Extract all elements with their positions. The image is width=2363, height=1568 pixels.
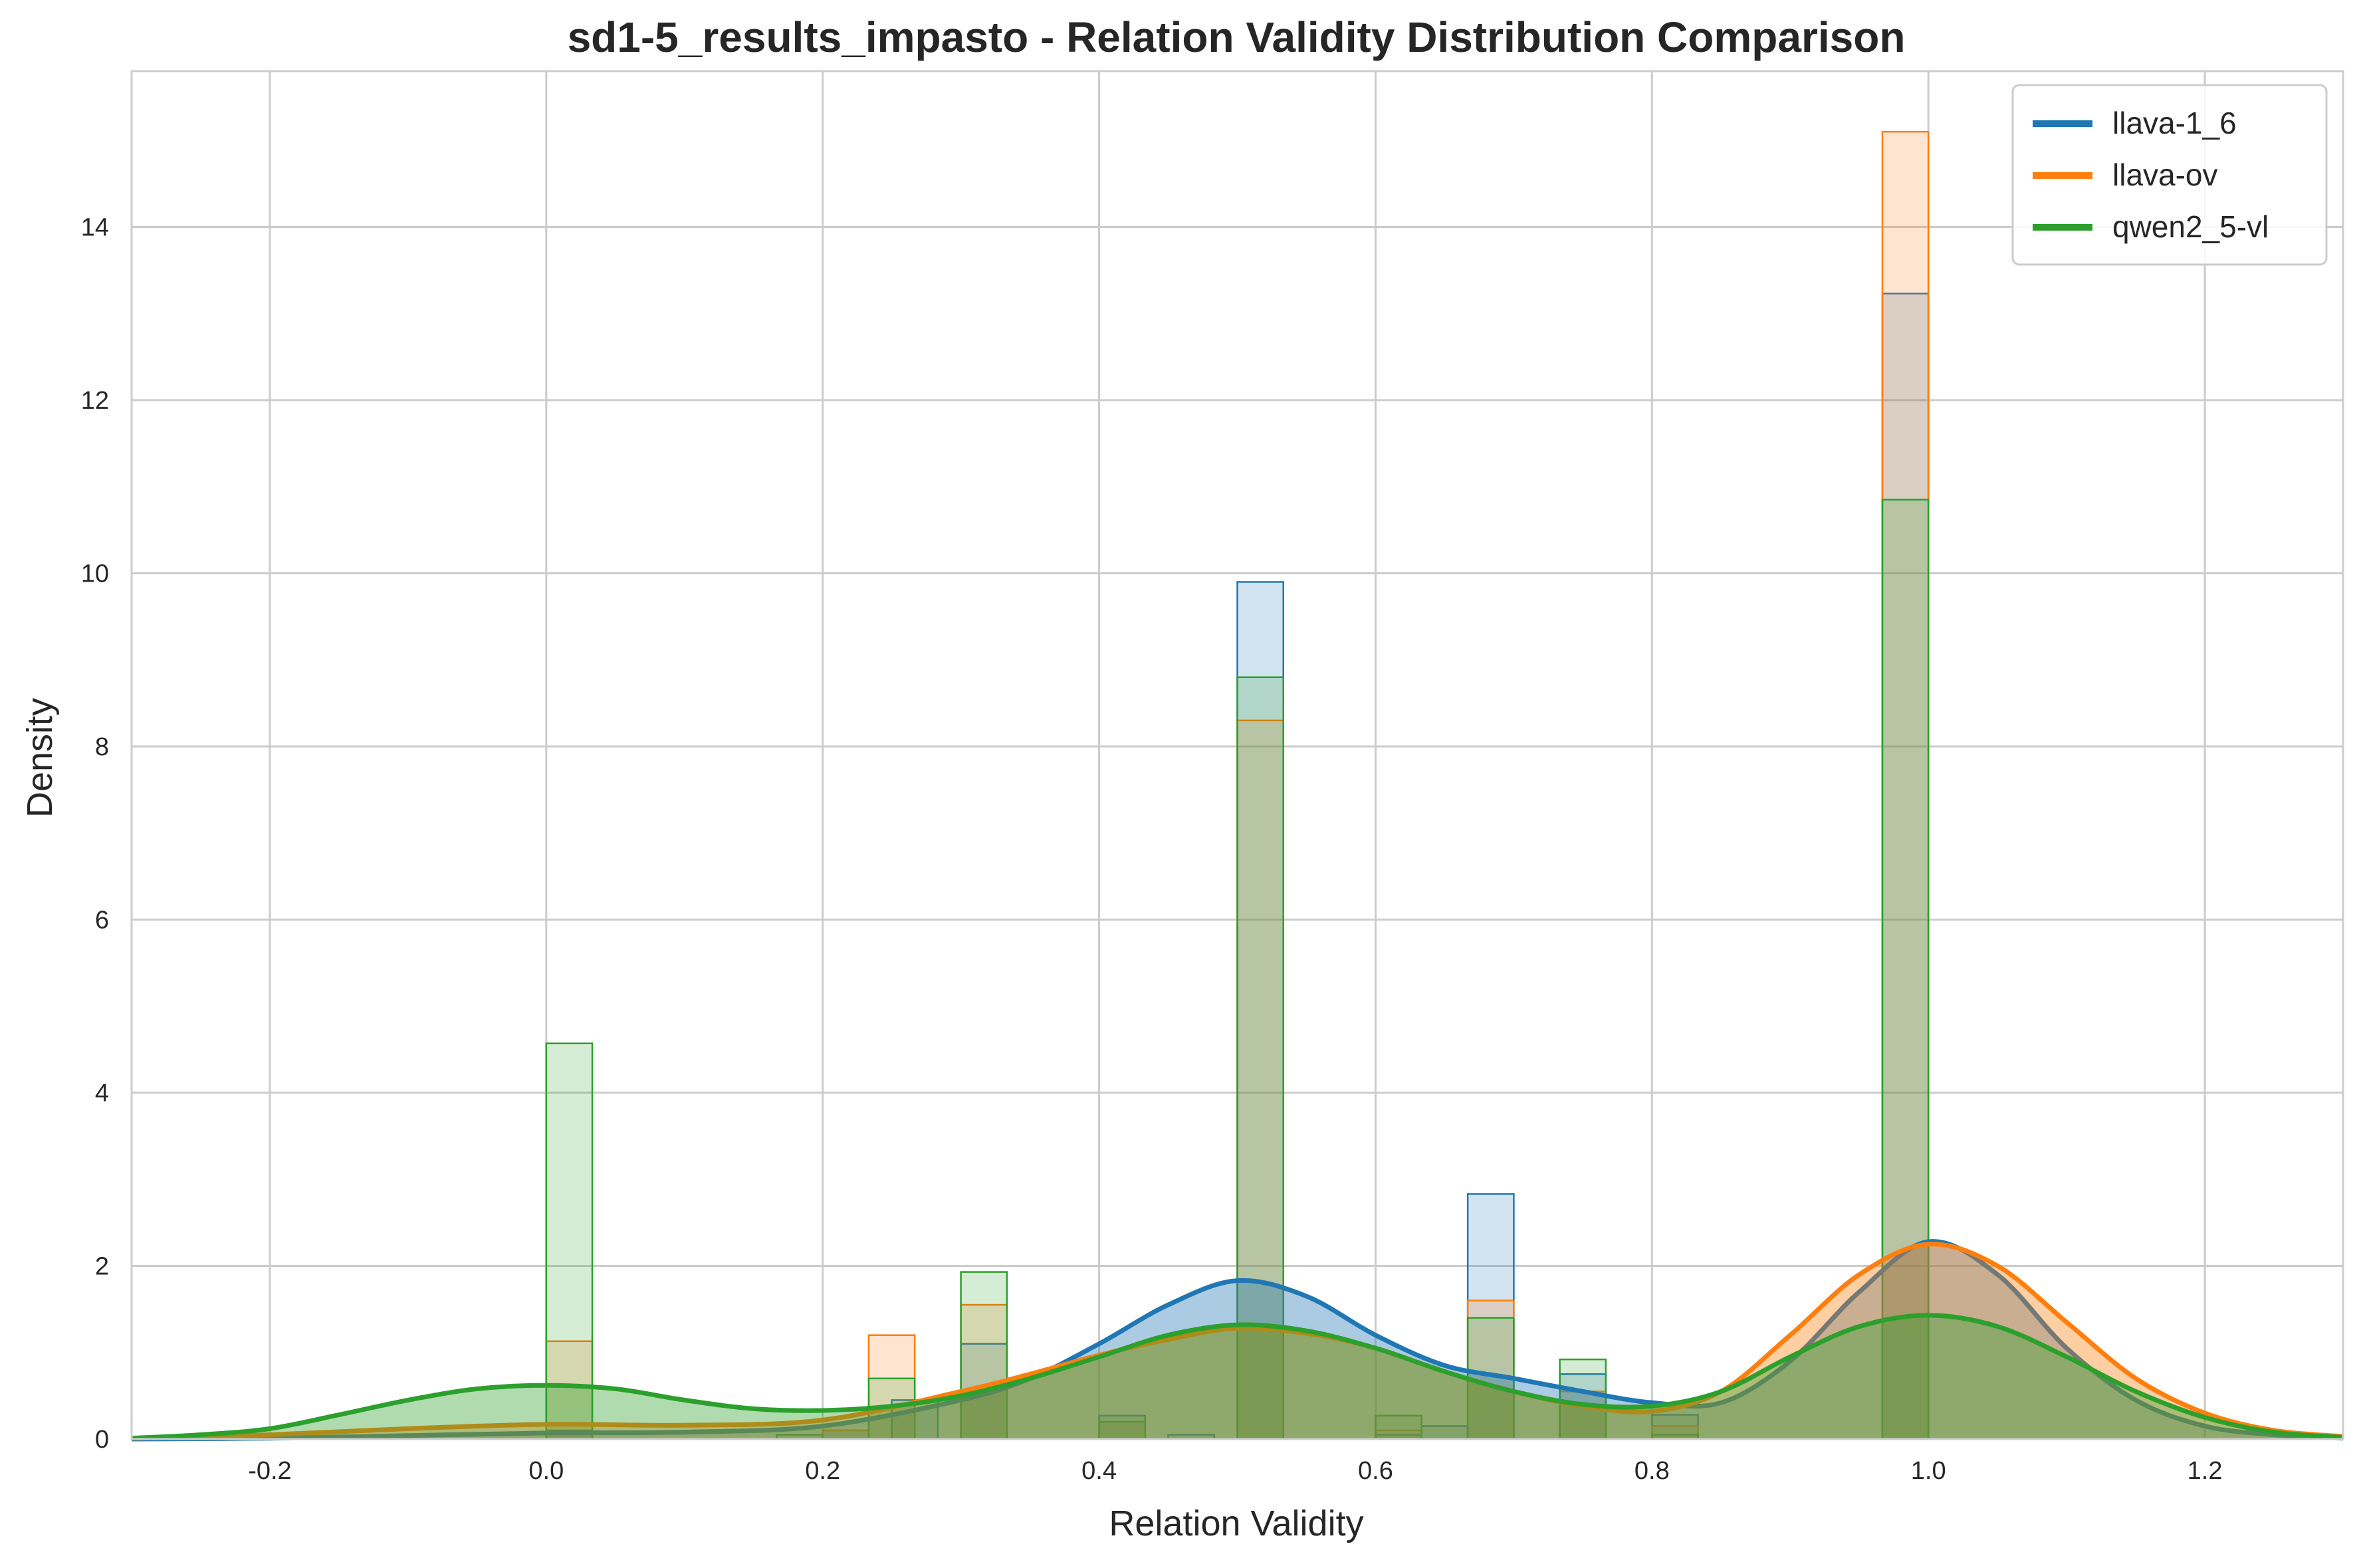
y-axis-title: Density [20,698,60,818]
histogram-bars [545,130,1930,1440]
y-tick-label: 8 [95,733,109,761]
legend-box [2011,84,2328,266]
histogram-bar [545,1042,594,1440]
x-tick-label: 1.2 [2188,1457,2223,1485]
bars-qwen2_5-vl [545,499,1930,1440]
x-axis-ticks: -0.2 0.0 0.2 0.4 0.6 0.8 1.0 1.2 [248,1457,2222,1485]
x-axis-title: Relation Validity [1109,1504,1363,1543]
legend-label: qwen2_5-vl [2112,209,2269,244]
kde-line-llava-1_6 [131,1239,2344,1442]
y-tick-label: 12 [81,387,109,415]
histogram-bar [960,1303,1008,1440]
legend-item: llava-ov [2033,158,2218,192]
histogram-bar [1098,1420,1147,1440]
histogram-bar [1466,1299,1515,1440]
x-tick-label: 0.0 [528,1457,564,1485]
kde-curves [131,1239,2344,1442]
x-tick-label: -0.2 [248,1457,291,1485]
histogram-bar [1236,581,1284,1440]
histogram-bar [960,1271,1008,1440]
bars-llava-ov [545,130,1930,1440]
y-tick-label: 2 [95,1252,109,1280]
x-tick-label: 0.6 [1358,1457,1393,1485]
bars-llava-1_6 [545,292,1930,1440]
histogram-bar [1236,719,1284,1440]
histogram-bar [1236,676,1284,1440]
x-tick-label: 0.4 [1081,1457,1117,1485]
kde-line-qwen2_5-vl [131,1313,2344,1441]
kde-area-llava-ov [132,1244,2343,1439]
y-tick-label: 14 [81,213,109,241]
kde-area-llava-1_6 [132,1241,2343,1439]
legend-item: llava-1_6 [2033,106,2237,140]
legend-item: qwen2_5-vl [2033,209,2269,244]
x-tick-label: 0.8 [1634,1457,1670,1485]
x-tick-label: 1.0 [1911,1457,1946,1485]
legend-label: llava-1_6 [2112,106,2237,140]
y-axis-ticks: 0 2 4 6 8 10 12 14 [81,213,109,1454]
kde-area-qwen2_5-vl [132,1315,2343,1439]
x-tick-label: 0.2 [805,1457,840,1485]
y-tick-label: 0 [95,1426,109,1454]
legend-label: llava-ov [2112,158,2218,192]
legend: llava-1_6 llava-ov qwen2_5-vl [2011,84,2328,266]
histogram-bar [1881,499,1930,1440]
y-tick-label: 6 [95,906,109,934]
y-tick-label: 4 [95,1079,109,1107]
chart-title: sd1-5_results_impasto - Relation Validit… [568,13,1906,61]
plot-area-frame [130,70,2344,1440]
y-tick-label: 10 [81,560,109,588]
